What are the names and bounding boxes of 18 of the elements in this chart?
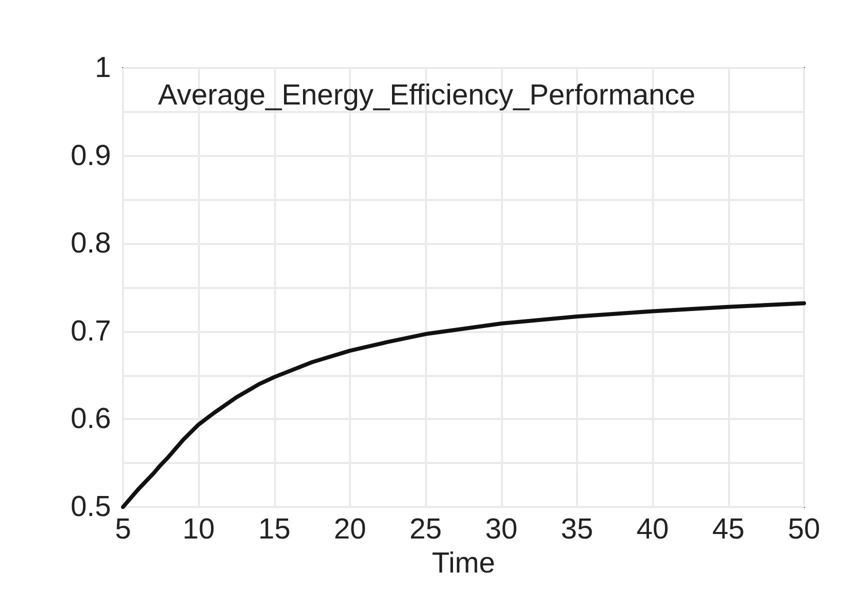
x-tick-label: 5 <box>114 514 132 546</box>
x-tick-label: 25 <box>410 514 442 546</box>
x-tick-label: 50 <box>788 514 820 546</box>
y-tick-label: 0.5 <box>70 491 111 523</box>
x-axis-title: Time <box>432 548 496 580</box>
x-tick-label: 35 <box>560 514 594 546</box>
chart-title: Average_Energy_Efficiency_Performance <box>158 80 696 112</box>
x-tick-label: 20 <box>334 514 366 546</box>
x-tick-label: 40 <box>636 514 669 546</box>
y-tick-label: 0.7 <box>70 315 111 348</box>
y-tick-label: 0.6 <box>70 403 111 436</box>
y-tick-label: 0.8 <box>70 228 111 260</box>
x-tick-label: 15 <box>258 514 290 546</box>
x-tick-label: 45 <box>712 514 744 546</box>
y-tick-label: 0.9 <box>70 140 111 172</box>
x-tick-label: 10 <box>182 514 215 546</box>
x-tick-label: 30 <box>485 514 518 546</box>
y-tick-label: 1 <box>94 52 111 84</box>
